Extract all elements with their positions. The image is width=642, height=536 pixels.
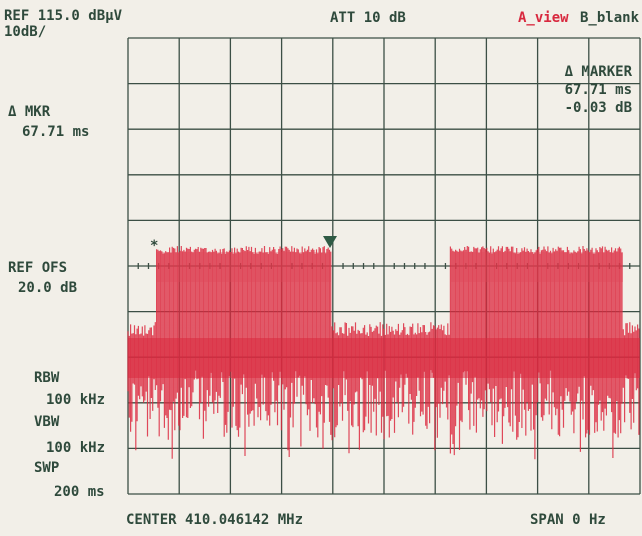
vbw-label: VBW: [34, 414, 60, 430]
delta-marker-time: 67.71 ms: [565, 82, 632, 98]
attenuation: ATT 10 dB: [330, 10, 406, 26]
span: SPAN 0 Hz: [530, 512, 606, 528]
ref-level: REF 115.0 dBµV: [4, 8, 123, 24]
trace-band: [128, 338, 640, 378]
scale: 10dB/: [4, 24, 46, 40]
swp-value: 200 ms: [54, 484, 105, 500]
ref-offset-value: 20.0 dB: [18, 280, 77, 296]
trace-band: [157, 252, 331, 282]
delta-marker: [323, 236, 337, 248]
delta-marker-level: -0.03 dB: [565, 100, 632, 116]
marker-label: Δ MKR: [8, 104, 51, 120]
rbw-label: RBW: [34, 370, 60, 386]
vbw-value: 100 kHz: [46, 440, 105, 456]
trace: [127, 246, 640, 460]
delta-marker-label: Δ MARKER: [565, 64, 633, 80]
center-frequency: CENTER 410.046142 MHz: [126, 512, 303, 528]
marker-value: 67.71 ms: [22, 124, 89, 140]
trace-b-mode: B_blank: [580, 10, 640, 26]
ref-offset-label: REF OFS: [8, 260, 67, 276]
trace-band: [451, 252, 623, 282]
reference-marker: *: [150, 238, 158, 254]
trace-a-mode: A_view: [518, 10, 569, 26]
rbw-value: 100 kHz: [46, 392, 105, 408]
swp-label: SWP: [34, 460, 59, 476]
